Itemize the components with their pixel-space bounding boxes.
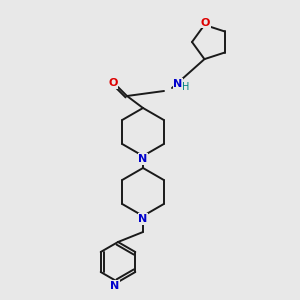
Text: O: O	[201, 18, 210, 28]
Text: N: N	[110, 281, 120, 291]
Text: O: O	[108, 78, 118, 88]
Text: N: N	[138, 214, 148, 224]
Text: N: N	[173, 79, 183, 89]
Text: N: N	[138, 154, 148, 164]
Text: H: H	[182, 82, 190, 92]
